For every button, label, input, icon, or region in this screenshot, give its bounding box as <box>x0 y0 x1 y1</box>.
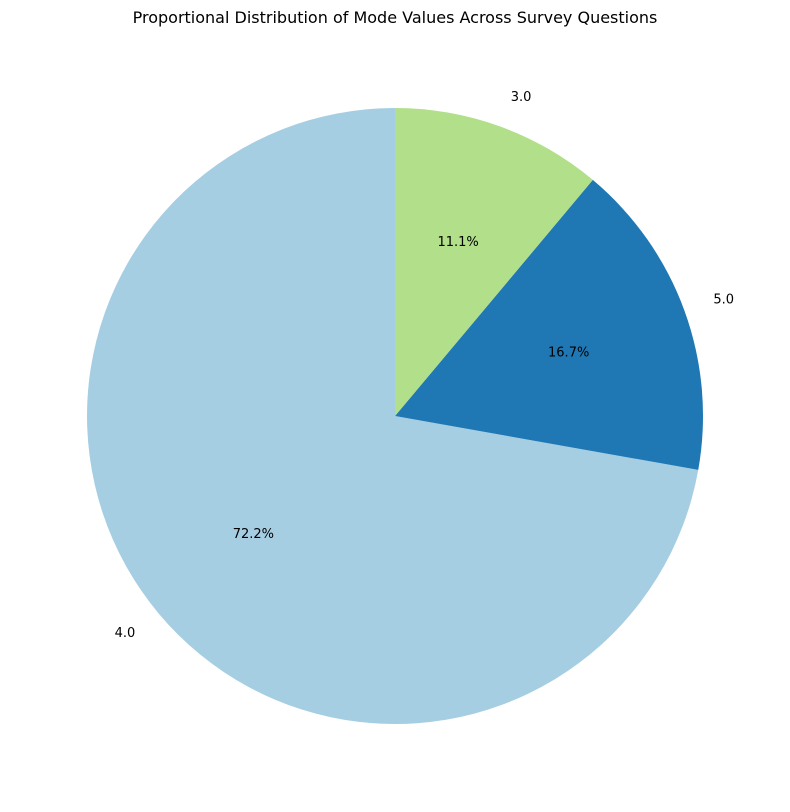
pie-pct-label-5-0: 16.7% <box>548 345 589 360</box>
pie-slice-4-0 <box>87 108 699 724</box>
chart-title: Proportional Distribution of Mode Values… <box>132 8 658 27</box>
pie-category-label-3-0: 3.0 <box>511 90 532 105</box>
pie-slices <box>87 108 704 724</box>
pie-category-label-5-0: 5.0 <box>713 293 734 308</box>
pie-slice-5-0 <box>395 179 704 470</box>
pie-pct-label-4-0: 72.2% <box>233 527 274 542</box>
pie-pct-label-3-0: 11.1% <box>437 235 478 250</box>
pie-category-label-4-0: 4.0 <box>115 626 136 641</box>
pie-labels: 72.2% 4.0 16.7% 5.0 11.1% 3.0 <box>115 90 734 641</box>
pie-slice-3-0 <box>395 108 593 416</box>
